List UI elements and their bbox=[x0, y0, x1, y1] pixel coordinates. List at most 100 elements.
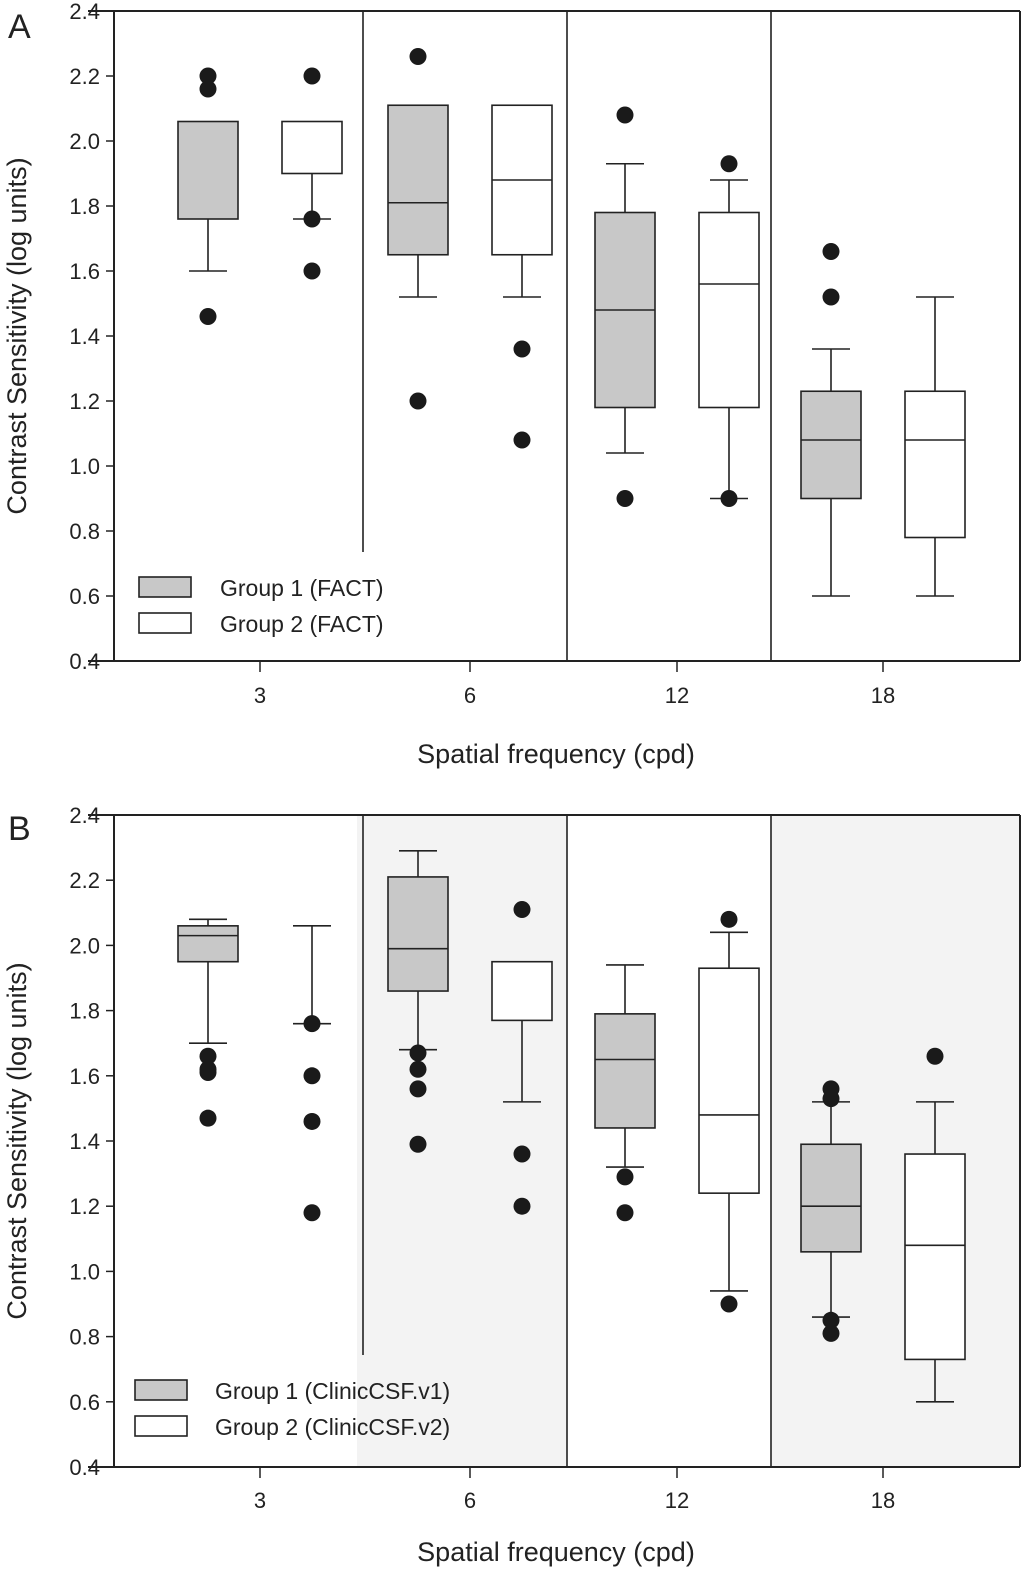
y-tick-label: 2.2 bbox=[69, 868, 100, 893]
y-tick-label: 1.6 bbox=[69, 259, 100, 284]
outlier-point bbox=[616, 106, 634, 124]
box-1-6 bbox=[387, 48, 449, 410]
outlier-point bbox=[409, 1080, 427, 1098]
y-tick-label: 0.6 bbox=[69, 1390, 100, 1415]
outlier-point bbox=[303, 262, 321, 280]
legend-label: Group 2 (ClinicCSF.v2) bbox=[215, 1414, 450, 1440]
x-axis-title: Spatial frequency (cpd) bbox=[417, 739, 695, 769]
outlier-point bbox=[303, 1015, 321, 1033]
outlier-point bbox=[926, 1047, 944, 1065]
box-2-6 bbox=[491, 104, 553, 449]
box-1-3 bbox=[177, 918, 239, 1127]
outlier-point bbox=[199, 1109, 217, 1127]
panel-a: 0.4 0.6 0.8 1.0 1.2 1.4 1.6 1.8 2.0 2.2 2.4 3 6 12 18 S… bbox=[2, 0, 1021, 769]
outlier-point bbox=[409, 1135, 427, 1153]
outlier-point bbox=[513, 340, 531, 358]
y-tick-label: 0.8 bbox=[69, 1325, 100, 1350]
legend-swatch bbox=[134, 1415, 188, 1437]
legend-label: Group 1 (ClinicCSF.v1) bbox=[215, 1378, 450, 1404]
x-axis-title: Spatial frequency (cpd) bbox=[417, 1537, 695, 1567]
outlier-point bbox=[303, 1112, 321, 1130]
y-tick-label: 1.4 bbox=[69, 1129, 100, 1154]
x-tick-label: 18 bbox=[871, 1488, 895, 1513]
panel-letter: A bbox=[8, 8, 31, 46]
outlier-point bbox=[409, 392, 427, 410]
box-iqr bbox=[594, 1013, 656, 1129]
y-tick-label: 0.8 bbox=[69, 519, 100, 544]
outlier-point bbox=[513, 1197, 531, 1215]
outlier-point bbox=[720, 155, 738, 173]
y-tick-label: 1.0 bbox=[69, 1259, 100, 1284]
outlier-point bbox=[720, 1295, 738, 1313]
outlier-point bbox=[303, 1204, 321, 1222]
box-iqr bbox=[904, 1153, 966, 1361]
y-tick-label: 2.0 bbox=[69, 129, 100, 154]
outlier-point bbox=[513, 431, 531, 449]
box-iqr bbox=[904, 390, 966, 539]
legend-swatch bbox=[134, 1379, 188, 1401]
y-tick-label: 1.8 bbox=[69, 999, 100, 1024]
outlier-point bbox=[822, 1090, 840, 1108]
box-2-3 bbox=[293, 925, 331, 1222]
x-tick-label: 12 bbox=[665, 683, 689, 708]
legend-swatch bbox=[138, 612, 192, 634]
x-tick-label: 3 bbox=[254, 683, 266, 708]
outlier-point bbox=[199, 1064, 217, 1082]
y-tick-label: 2.2 bbox=[69, 64, 100, 89]
y-tick-label: 0.4 bbox=[69, 649, 100, 674]
outlier-point bbox=[822, 1311, 840, 1329]
box-iqr bbox=[177, 120, 239, 220]
y-tick-label: 0.4 bbox=[69, 1455, 100, 1480]
outlier-point bbox=[409, 1044, 427, 1062]
box-1-12 bbox=[594, 964, 656, 1222]
outlier-point bbox=[513, 1145, 531, 1163]
outlier-point bbox=[303, 1067, 321, 1085]
box-2-12 bbox=[698, 910, 760, 1313]
box-iqr bbox=[281, 120, 343, 175]
y-tick-label: 1.4 bbox=[69, 324, 100, 349]
outlier-point bbox=[303, 210, 321, 228]
legend-swatch bbox=[138, 576, 192, 598]
box-iqr bbox=[698, 211, 760, 409]
legend-label: Group 1 (FACT) bbox=[220, 575, 384, 601]
box-iqr bbox=[800, 1143, 862, 1253]
outlier-point bbox=[720, 490, 738, 507]
box-iqr bbox=[387, 104, 449, 256]
box-1-18 bbox=[800, 243, 862, 597]
y-tick-label: 2.0 bbox=[69, 933, 100, 958]
outlier-point bbox=[822, 1324, 840, 1342]
box-iqr bbox=[800, 390, 862, 500]
y-tick-label: 1.2 bbox=[69, 1194, 100, 1219]
box-2-3 bbox=[281, 67, 343, 280]
outlier-point bbox=[199, 80, 217, 98]
outlier-point bbox=[720, 910, 738, 928]
legend-label: Group 2 (FACT) bbox=[220, 611, 384, 637]
outlier-point bbox=[616, 1168, 634, 1186]
y-tick-label: 1.0 bbox=[69, 454, 100, 479]
y-tick-label: 1.8 bbox=[69, 194, 100, 219]
outlier-point bbox=[199, 308, 217, 325]
x-tick-label: 6 bbox=[464, 1488, 476, 1513]
outlier-point bbox=[616, 490, 634, 507]
box-1-3 bbox=[177, 67, 239, 325]
panel-b: 0.4 0.6 0.8 1.0 1.2 1.4 1.6 1.8 2.0 2.2 2.4 3 6 12 18 S… bbox=[2, 803, 1021, 1567]
outlier-point bbox=[199, 67, 217, 85]
x-tick-label: 12 bbox=[665, 1488, 689, 1513]
box-1-12 bbox=[594, 106, 656, 507]
outlier-point bbox=[199, 1047, 217, 1065]
x-tick-label: 18 bbox=[871, 683, 895, 708]
outlier-point bbox=[513, 901, 531, 919]
outlier-point bbox=[616, 1204, 634, 1222]
x-tick-label: 6 bbox=[464, 683, 476, 708]
box-1-18 bbox=[800, 1080, 862, 1342]
y-tick-label: 2.4 bbox=[69, 0, 100, 24]
box-1-6 bbox=[387, 850, 449, 1153]
outlier-point bbox=[822, 288, 840, 306]
box-2-12 bbox=[698, 155, 760, 507]
box-2-18 bbox=[904, 296, 966, 597]
box-iqr bbox=[491, 960, 553, 1022]
outlier-point bbox=[409, 48, 427, 65]
box-2-18 bbox=[904, 1047, 966, 1403]
outlier-point bbox=[303, 67, 321, 85]
